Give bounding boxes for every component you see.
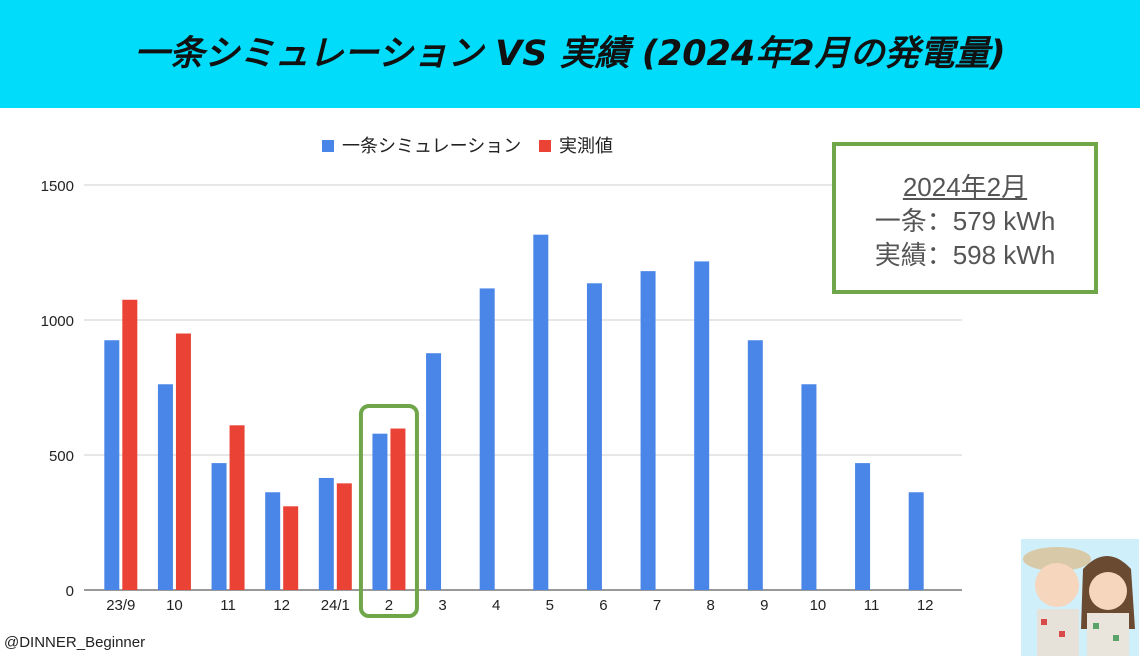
x-tick-label: 2 bbox=[385, 597, 393, 614]
x-tick-label: 23/9 bbox=[106, 597, 135, 614]
x-tick-label: 11 bbox=[864, 597, 880, 614]
x-tick-label: 10 bbox=[166, 597, 183, 614]
bar-sim bbox=[318, 477, 334, 590]
x-tick-label: 7 bbox=[653, 597, 661, 614]
page-title: 一条シミュレーション VS 実績 (2024年2月の発電量) bbox=[134, 34, 1006, 74]
x-tick-label: 24/1 bbox=[321, 597, 350, 614]
x-tick-label: 9 bbox=[760, 597, 768, 614]
title-banner: 一条シミュレーション VS 実績 (2024年2月の発電量) bbox=[0, 0, 1140, 108]
bar-sim bbox=[104, 340, 120, 590]
y-tick-label: 1500 bbox=[41, 178, 74, 195]
bar-sim bbox=[801, 384, 817, 590]
legend-swatch bbox=[539, 140, 551, 152]
x-tick-label: 5 bbox=[546, 597, 554, 614]
y-tick-label: 1000 bbox=[41, 313, 74, 330]
highlight-box bbox=[358, 404, 419, 618]
bar-actual bbox=[122, 299, 138, 590]
bar-sim bbox=[855, 463, 871, 590]
bar-sim bbox=[694, 261, 710, 590]
bar-actual bbox=[390, 428, 406, 590]
bar-sim bbox=[479, 288, 495, 590]
bar-chart: 0 500 1000 1500 23/9 10 11 12 24/1 2 3 4 5 6 7 8 9 10 11 12… bbox=[41, 136, 962, 618]
legend-swatch bbox=[322, 140, 334, 152]
bar-sim bbox=[426, 353, 442, 590]
bar-actual bbox=[229, 425, 245, 590]
bar-actual bbox=[283, 506, 299, 590]
bar-sim bbox=[640, 271, 656, 590]
summary-box: 2024年2月 一条：579 kWh 実績：598 kWh bbox=[832, 142, 1098, 294]
summary-heading: 2024年2月 bbox=[902, 172, 1028, 202]
y-tick-label: 0 bbox=[66, 583, 74, 600]
bar-sim bbox=[211, 463, 227, 590]
bar-sim bbox=[372, 433, 388, 590]
x-tick-label: 6 bbox=[599, 597, 607, 614]
bar-actual bbox=[175, 333, 191, 590]
author-credit: @DINNER_Beginner bbox=[4, 634, 146, 651]
bar-actual bbox=[336, 483, 352, 590]
bar-sim bbox=[747, 340, 763, 590]
summary-ichijo: 一条：579 kWh bbox=[874, 206, 1056, 236]
bar-sim bbox=[908, 492, 924, 590]
x-tick-label: 12 bbox=[273, 597, 290, 614]
bar-sim bbox=[586, 283, 602, 590]
x-tick-label: 4 bbox=[492, 597, 500, 614]
x-tick-label: 11 bbox=[220, 597, 236, 614]
x-tick-label: 10 bbox=[810, 597, 827, 614]
bar-sim bbox=[157, 384, 173, 590]
author-avatar-illustration bbox=[1021, 539, 1139, 656]
legend-label: 実測値 bbox=[559, 136, 613, 157]
x-tick-label: 3 bbox=[438, 597, 446, 614]
x-tick-label: 12 bbox=[917, 597, 934, 614]
bar-sim bbox=[533, 234, 549, 590]
summary-actual: 実績：598 kWh bbox=[874, 240, 1056, 270]
legend-label: 一条シミュレーション bbox=[342, 136, 521, 157]
bar-sim bbox=[265, 492, 281, 590]
x-tick-label: 8 bbox=[707, 597, 715, 614]
y-tick-label: 500 bbox=[49, 448, 74, 465]
